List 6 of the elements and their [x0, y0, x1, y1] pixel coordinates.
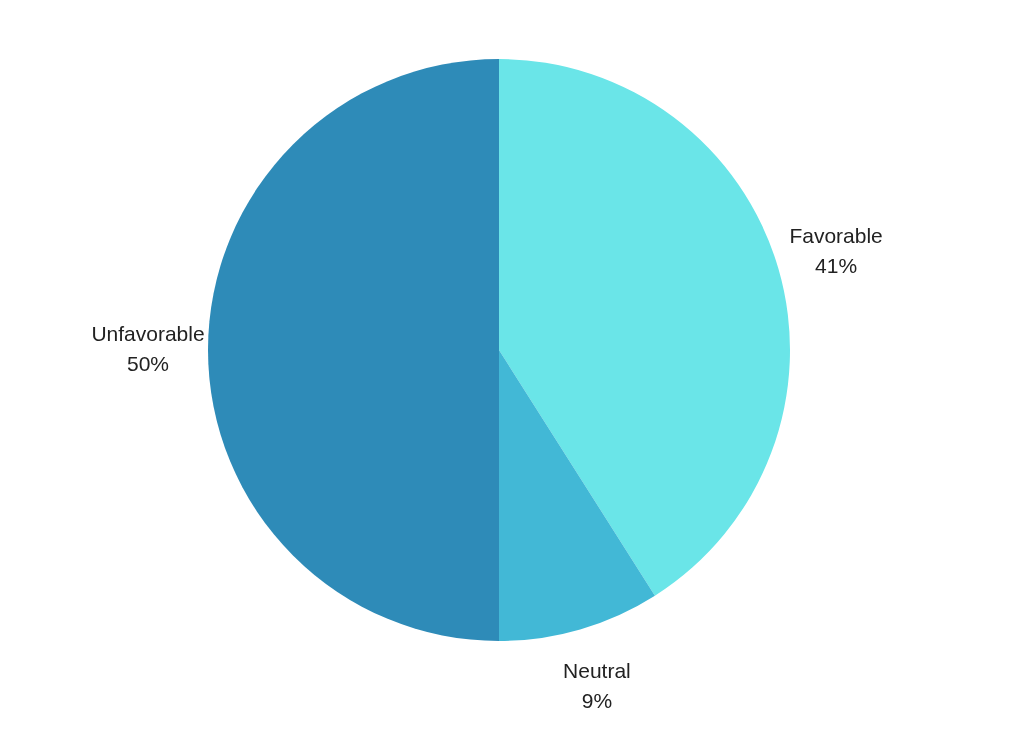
data-label: 9%	[581, 688, 613, 712]
slice-label: Favorable	[789, 223, 883, 247]
data-label: 50%	[126, 351, 170, 375]
data-label: 41%	[815, 253, 858, 277]
slice-label: Neutral	[563, 658, 631, 682]
slice-label: Unfavorable	[91, 321, 205, 345]
